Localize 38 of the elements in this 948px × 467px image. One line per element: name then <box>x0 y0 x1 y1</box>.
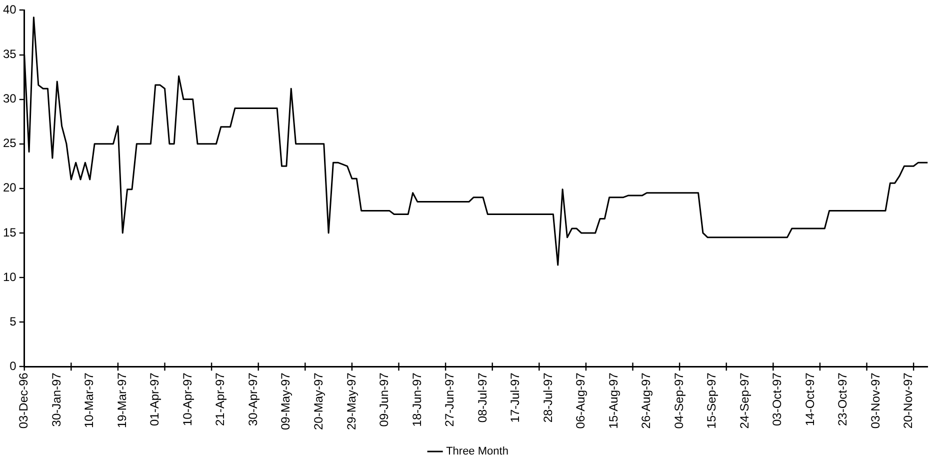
x-tick-label: 03-Dec-96 <box>16 372 31 429</box>
y-tick-label: 5 <box>10 314 17 328</box>
x-tick-label: 17-Jul-97 <box>508 372 522 423</box>
x-tick-label: 10-Apr-97 <box>180 372 194 426</box>
y-tick-label: 35 <box>2 47 17 62</box>
x-tick-label: 20-May-97 <box>312 372 326 430</box>
x-tick-label: 09-Jun-97 <box>377 372 392 427</box>
x-tick-label: 21-Apr-97 <box>213 372 228 426</box>
x-tick-label: 28-Jul-97 <box>540 372 555 423</box>
x-tick-label: 15-Aug-97 <box>606 372 620 429</box>
y-tick-label: 40 <box>2 2 17 17</box>
x-tick-label: 18-Jun-97 <box>410 372 424 427</box>
x-tick-label: 04-Sep-97 <box>672 372 686 429</box>
x-tick-label: 15-Sep-97 <box>704 372 719 429</box>
y-tick-label: 25 <box>2 136 17 150</box>
x-tick-label: 08-Jul-97 <box>475 372 490 423</box>
x-tick-label: 19-Mar-97 <box>114 372 129 428</box>
y-tick-label: 10 <box>2 270 17 284</box>
x-tick-label: 26-Aug-97 <box>639 372 654 429</box>
y-tick-label: 20 <box>2 180 17 195</box>
x-tick-label: 03-Nov-97 <box>868 372 882 429</box>
x-tick-label: 01-Apr-97 <box>148 372 162 426</box>
x-tick-label: 20-Nov-97 <box>901 372 916 429</box>
x-tick-label: 23-Oct-97 <box>836 372 850 426</box>
x-tick-label: 30-Jan-97 <box>49 372 64 427</box>
x-tick-label: 27-Jun-97 <box>442 372 457 427</box>
x-tick-label: 09-May-97 <box>278 372 293 430</box>
legend-label: Three Month <box>446 446 508 458</box>
x-tick-label: 10-Mar-97 <box>82 372 96 428</box>
x-tick-label: 14-Oct-97 <box>802 372 817 426</box>
x-tick-label: 06-Aug-97 <box>574 372 588 429</box>
x-tick-label: 03-Oct-97 <box>770 372 784 426</box>
x-tick-label: 30-Apr-97 <box>246 372 260 426</box>
x-tick-label: 29-May-97 <box>344 372 358 430</box>
y-tick-label: 15 <box>2 225 17 240</box>
y-tick-label: 0 <box>10 358 17 373</box>
y-tick-label: 30 <box>2 92 17 106</box>
x-tick-label: 24-Sep-97 <box>737 372 752 429</box>
